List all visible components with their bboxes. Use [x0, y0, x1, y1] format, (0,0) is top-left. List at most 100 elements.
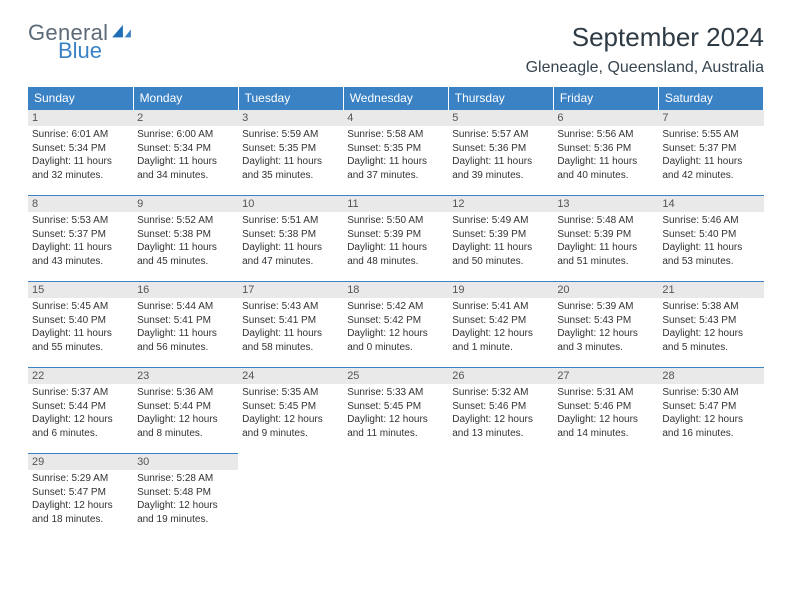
daylight-text: Daylight: 11 hours	[452, 241, 549, 255]
daylight-text: and 16 minutes.	[662, 427, 759, 441]
sunrise-text: Sunrise: 5:28 AM	[137, 472, 234, 486]
day-number: 21	[658, 282, 763, 298]
daylight-text: and 6 minutes.	[32, 427, 129, 441]
weekday-header: Sunday	[28, 87, 133, 110]
sunset-text: Sunset: 5:39 PM	[557, 228, 654, 242]
sunrise-text: Sunrise: 5:52 AM	[137, 214, 234, 228]
day-number: 6	[553, 110, 658, 126]
sunset-text: Sunset: 5:34 PM	[137, 142, 234, 156]
sunrise-text: Sunrise: 5:35 AM	[242, 386, 339, 400]
sunrise-text: Sunrise: 5:58 AM	[347, 128, 444, 142]
daylight-text: Daylight: 12 hours	[347, 413, 444, 427]
sunrise-text: Sunrise: 5:51 AM	[242, 214, 339, 228]
sunrise-text: Sunrise: 6:00 AM	[137, 128, 234, 142]
daylight-text: Daylight: 11 hours	[662, 155, 759, 169]
daylight-text: and 53 minutes.	[662, 255, 759, 269]
daylight-text: and 35 minutes.	[242, 169, 339, 183]
daylight-text: and 56 minutes.	[137, 341, 234, 355]
daylight-text: Daylight: 12 hours	[347, 327, 444, 341]
daylight-text: Daylight: 11 hours	[557, 241, 654, 255]
sunrise-text: Sunrise: 5:44 AM	[137, 300, 234, 314]
month-year-title: September 2024	[526, 22, 764, 53]
calendar-day-cell: 6Sunrise: 5:56 AMSunset: 5:36 PMDaylight…	[553, 110, 658, 196]
calendar-day-cell: 4Sunrise: 5:58 AMSunset: 5:35 PMDaylight…	[343, 110, 448, 196]
sunset-text: Sunset: 5:39 PM	[452, 228, 549, 242]
day-number: 12	[448, 196, 553, 212]
daylight-text: Daylight: 11 hours	[32, 155, 129, 169]
calendar-day-cell: 17Sunrise: 5:43 AMSunset: 5:41 PMDayligh…	[238, 282, 343, 368]
brand-logo: General Blue	[28, 22, 133, 62]
sunset-text: Sunset: 5:44 PM	[32, 400, 129, 414]
sunset-text: Sunset: 5:45 PM	[347, 400, 444, 414]
sunrise-text: Sunrise: 5:55 AM	[662, 128, 759, 142]
calendar-day-cell: 27 Sunrise: 5:31 AMSunset: 5:46 PMDayligh…	[553, 368, 658, 454]
day-number: 14	[658, 196, 763, 212]
brand-word-2: Blue	[58, 40, 133, 62]
daylight-text: and 18 minutes.	[32, 513, 129, 527]
calendar-day-cell: 8 Sunrise: 5:53 AMSunset: 5:37 PMDaylight…	[28, 196, 133, 282]
calendar-day-cell: 22Sunrise: 5:37 AMSunset: 5:44 PMDayligh…	[28, 368, 133, 454]
day-number: 19	[448, 282, 553, 298]
sunset-text: Sunset: 5:47 PM	[32, 486, 129, 500]
day-number: 1	[28, 110, 133, 126]
sunset-text: Sunset: 5:44 PM	[137, 400, 234, 414]
sunset-text: Sunset: 5:48 PM	[137, 486, 234, 500]
day-number: 8	[28, 196, 133, 212]
daylight-text: Daylight: 11 hours	[137, 327, 234, 341]
daylight-text: Daylight: 12 hours	[557, 413, 654, 427]
daylight-text: and 13 minutes.	[452, 427, 549, 441]
day-number: 26	[448, 368, 553, 384]
sunrise-text: Sunrise: 5:57 AM	[452, 128, 549, 142]
daylight-text: Daylight: 12 hours	[452, 413, 549, 427]
calendar-day-cell: 16Sunrise: 5:44 AMSunset: 5:41 PMDayligh…	[133, 282, 238, 368]
sunrise-text: Sunrise: 5:43 AM	[242, 300, 339, 314]
daylight-text: Daylight: 11 hours	[137, 241, 234, 255]
sunrise-text: Sunrise: 5:45 AM	[32, 300, 129, 314]
daylight-text: and 40 minutes.	[557, 169, 654, 183]
sunset-text: Sunset: 5:37 PM	[32, 228, 129, 242]
daylight-text: Daylight: 12 hours	[32, 413, 129, 427]
sunset-text: Sunset: 5:42 PM	[452, 314, 549, 328]
calendar-day-cell: 12Sunrise: 5:49 AMSunset: 5:39 PMDayligh…	[448, 196, 553, 282]
daylight-text: Daylight: 11 hours	[137, 155, 234, 169]
daylight-text: Daylight: 11 hours	[242, 327, 339, 341]
sunrise-text: Sunrise: 5:39 AM	[557, 300, 654, 314]
day-number: 27	[553, 368, 658, 384]
sunset-text: Sunset: 5:40 PM	[32, 314, 129, 328]
sunset-text: Sunset: 5:37 PM	[662, 142, 759, 156]
calendar-day-cell	[553, 454, 658, 540]
daylight-text: Daylight: 12 hours	[137, 413, 234, 427]
daylight-text: and 47 minutes.	[242, 255, 339, 269]
daylight-text: and 3 minutes.	[557, 341, 654, 355]
daylight-text: and 55 minutes.	[32, 341, 129, 355]
calendar-day-cell: 18Sunrise: 5:42 AMSunset: 5:42 PMDayligh…	[343, 282, 448, 368]
calendar-day-cell: 24Sunrise: 5:35 AMSunset: 5:45 PMDayligh…	[238, 368, 343, 454]
daylight-text: Daylight: 12 hours	[662, 413, 759, 427]
calendar-day-cell: 26Sunrise: 5:32 AMSunset: 5:46 PMDayligh…	[448, 368, 553, 454]
sunset-text: Sunset: 5:34 PM	[32, 142, 129, 156]
location-subtitle: Gleneagle, Queensland, Australia	[526, 59, 764, 77]
sunrise-text: Sunrise: 5:53 AM	[32, 214, 129, 228]
day-number: 22	[28, 368, 133, 384]
sunrise-text: Sunrise: 5:29 AM	[32, 472, 129, 486]
sunrise-text: Sunrise: 5:31 AM	[557, 386, 654, 400]
weekday-header: Monday	[133, 87, 238, 110]
daylight-text: Daylight: 11 hours	[32, 241, 129, 255]
day-number: 23	[133, 368, 238, 384]
daylight-text: and 45 minutes.	[137, 255, 234, 269]
calendar-day-cell: 25Sunrise: 5:33 AMSunset: 5:45 PMDayligh…	[343, 368, 448, 454]
sunset-text: Sunset: 5:41 PM	[137, 314, 234, 328]
daylight-text: and 1 minute.	[452, 341, 549, 355]
sunset-text: Sunset: 5:35 PM	[347, 142, 444, 156]
sunset-text: Sunset: 5:42 PM	[347, 314, 444, 328]
day-number: 3	[238, 110, 343, 126]
sunset-text: Sunset: 5:46 PM	[557, 400, 654, 414]
day-number: 13	[553, 196, 658, 212]
calendar-day-cell	[343, 454, 448, 540]
sunset-text: Sunset: 5:38 PM	[137, 228, 234, 242]
calendar-week-row: 1Sunrise: 6:01 AMSunset: 5:34 PMDaylight…	[28, 110, 764, 196]
day-number: 9	[133, 196, 238, 212]
sunrise-text: Sunrise: 5:59 AM	[242, 128, 339, 142]
sunset-text: Sunset: 5:36 PM	[452, 142, 549, 156]
daylight-text: and 11 minutes.	[347, 427, 444, 441]
